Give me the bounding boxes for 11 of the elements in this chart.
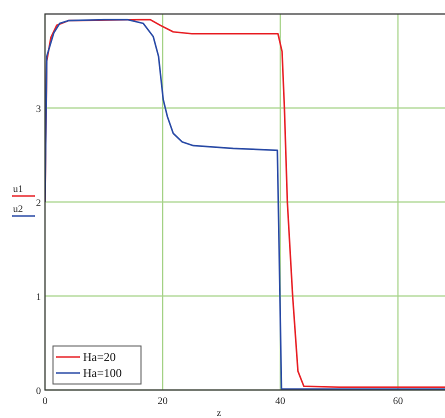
y-axis-title: u1 u2 (13, 184, 23, 215)
x-tick-label: 20 (158, 396, 168, 407)
y-tick-label: 2 (36, 198, 41, 209)
x-tick-label: 40 (275, 396, 286, 407)
y-tick-label: 3 (36, 104, 41, 115)
legend-label: Ha=100 (83, 366, 122, 380)
y-tick-label: 1 (36, 292, 41, 303)
x-tick-label: 60 (392, 396, 403, 407)
y-tick-label: 0 (36, 386, 41, 397)
legend-label: Ha=20 (83, 350, 116, 364)
x-axis-title: z (216, 408, 222, 418)
